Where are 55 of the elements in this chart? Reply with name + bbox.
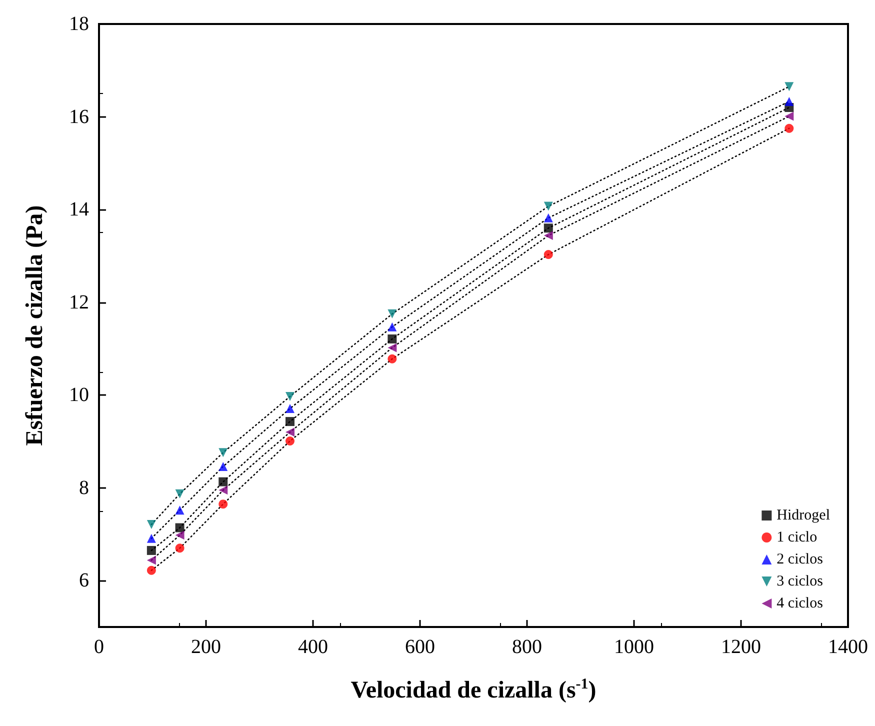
legend-label: 4 ciclos (776, 596, 824, 612)
point (544, 213, 553, 222)
point (175, 544, 184, 553)
point (146, 520, 156, 529)
x-tick-label: 1000 (614, 636, 654, 658)
point (544, 202, 553, 211)
point (285, 392, 294, 401)
point (146, 534, 156, 543)
point (146, 556, 156, 565)
point (218, 448, 228, 458)
point (285, 417, 294, 426)
y-tick-label: 6 (79, 570, 89, 592)
x-tick-label: 400 (298, 636, 328, 658)
point (175, 523, 184, 532)
point (218, 477, 228, 486)
point (146, 546, 156, 555)
point (784, 112, 794, 121)
y-tick-label: 12 (69, 291, 89, 314)
point (388, 334, 397, 344)
point (544, 224, 553, 233)
point (218, 500, 228, 509)
x-tick-label: 1200 (721, 636, 761, 658)
y-tick-label: 16 (69, 106, 89, 128)
point (218, 462, 228, 472)
point (175, 530, 184, 540)
point (285, 428, 294, 437)
x-tick-label: 800 (512, 636, 542, 658)
y-tick-label: 8 (79, 476, 89, 499)
point (175, 489, 184, 498)
legend-label: Hidrogel (776, 508, 830, 524)
point (146, 566, 156, 575)
x-tick-label: 0 (94, 636, 104, 658)
point (784, 96, 794, 106)
point (175, 506, 184, 515)
y-axis-title: Esfuerzo de cizalla (Pa) (22, 205, 48, 446)
point (544, 231, 553, 240)
point (784, 82, 794, 92)
legend-label: 3 ciclos (776, 574, 824, 590)
y-tick-label: 10 (69, 384, 89, 406)
legend-label: 1 ciclo (776, 530, 818, 546)
y-tick-label: 14 (69, 198, 89, 221)
point (285, 404, 294, 414)
x-tick-label: 600 (405, 636, 435, 658)
point (544, 250, 553, 260)
y-tick-label: 18 (69, 13, 89, 35)
x-tick-label: 200 (191, 636, 221, 658)
point (388, 354, 397, 364)
point (388, 322, 397, 332)
x-tick-label: 1400 (828, 636, 868, 658)
legend-label: 2 ciclos (776, 552, 824, 568)
point (286, 436, 294, 446)
point (388, 343, 397, 352)
point (784, 124, 794, 133)
point (388, 309, 397, 318)
point (218, 486, 228, 495)
